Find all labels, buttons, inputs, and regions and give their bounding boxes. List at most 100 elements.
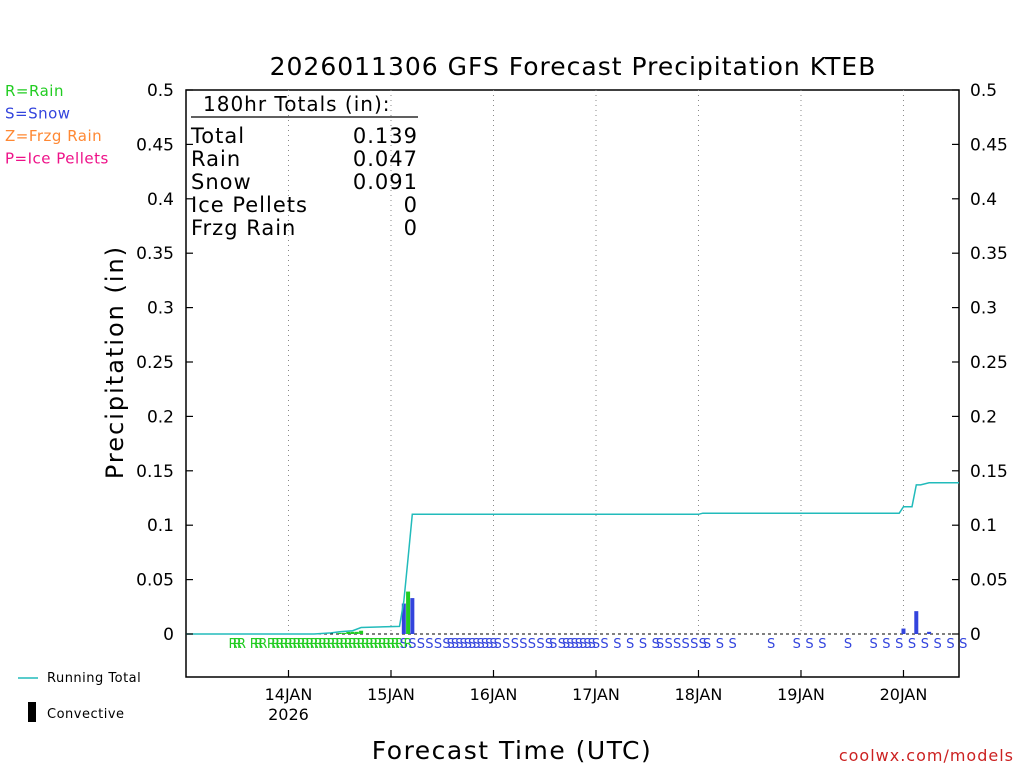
y-tick-label-right: 0.4 <box>970 190 997 210</box>
y-tick-label: 0.25 <box>136 353 174 373</box>
ptype-marker: R <box>352 637 361 652</box>
ptype-marker: S <box>946 637 954 652</box>
ptype-marker: R <box>233 637 242 652</box>
y-tick-label: 0.05 <box>136 571 174 591</box>
ptype-marker: S <box>562 637 570 652</box>
ptype-marker: S <box>639 637 647 652</box>
precip-bar <box>401 603 406 634</box>
ptype-marker: R <box>395 637 404 652</box>
ptype-marker: R <box>301 637 310 652</box>
ptype-marker: R <box>280 637 289 652</box>
ptype-marker: S <box>818 637 826 652</box>
ptype-marker: S <box>805 637 813 652</box>
ptype-marker: S <box>895 637 903 652</box>
ptype-marker: S <box>477 637 485 652</box>
ptype-marker: S <box>588 637 596 652</box>
ptype-marker: R <box>386 637 395 652</box>
ptype-marker: R <box>288 637 297 652</box>
precip-type-legend-entry: R=Rain <box>5 82 64 100</box>
y-tick-label-right: 0.5 <box>970 81 997 101</box>
convective-legend-swatch <box>28 702 36 722</box>
precip-bar <box>354 631 359 634</box>
precip-type-legend: R=Rain S=Snow Z=Frzg Rain P=Ice Pellets <box>5 82 109 168</box>
ptype-marker: S <box>545 637 553 652</box>
ptype-marker: S <box>447 637 455 652</box>
ptype-marker: R <box>267 637 276 652</box>
ptype-marker: S <box>934 637 942 652</box>
ptype-marker: S <box>844 637 852 652</box>
ptype-marker: S <box>673 637 681 652</box>
totals-row-label: Rain <box>191 147 241 171</box>
ptype-marker: S <box>716 637 724 652</box>
y-axis-left: 0 0.05 0.1 0.15 0.2 0.25 0.3 0.35 0.4 0.45 0.5 <box>136 81 193 645</box>
y-tick-label: 0.4 <box>147 190 174 210</box>
ptype-marker: R <box>391 637 400 652</box>
ptype-marker: S <box>472 637 480 652</box>
y-axis-label: Precipitation (in) <box>101 245 129 479</box>
x-tick-label: 15JAN <box>367 685 415 704</box>
precip-bar <box>337 632 342 634</box>
x-tick-label: 17JAN <box>572 685 620 704</box>
ptype-marker: S <box>690 637 698 652</box>
ptype-marker: S <box>485 637 493 652</box>
ptype-marker: S <box>519 637 527 652</box>
ptype-marker: S <box>921 637 929 652</box>
y-tick-label-right: 0.2 <box>970 407 997 427</box>
ptype-marker: R <box>305 637 314 652</box>
ptype-marker: S <box>592 637 600 652</box>
ptype-marker: S <box>626 637 634 652</box>
precip-bar <box>359 630 364 634</box>
ptype-marker: R <box>284 637 293 652</box>
ptype-marker: S <box>425 637 433 652</box>
y-tick-label: 0.15 <box>136 462 174 482</box>
ptype-marker: R <box>327 637 336 652</box>
y-tick-label: 0 <box>163 625 174 645</box>
ptype-marker: S <box>494 637 502 652</box>
ptype-marker: R <box>275 637 284 652</box>
ptype-marker: R <box>293 637 302 652</box>
x-tick-label: 14JAN <box>265 685 313 704</box>
x-tick-label: 19JAN <box>777 685 825 704</box>
y-tick-label-right: 0.05 <box>970 571 1008 591</box>
totals-row-label: Snow <box>191 170 252 194</box>
totals-row-label: Frzg Rain <box>191 216 296 240</box>
x-axis-label: Forecast Time (UTC) <box>372 736 652 765</box>
totals-row-label: Ice Pellets <box>191 193 308 217</box>
running-total-line <box>186 482 959 635</box>
totals-row-value: 0 <box>404 216 418 240</box>
ptype-marker: R <box>254 637 263 652</box>
ptype-marker: S <box>664 637 672 652</box>
y-tick-label: 0.45 <box>136 135 174 155</box>
ptype-marker: S <box>682 637 690 652</box>
ptype-marker: S <box>656 637 664 652</box>
ptype-marker: R <box>310 637 319 652</box>
ptype-marker: S <box>549 637 557 652</box>
y-tick-label-right: 0 <box>970 625 981 645</box>
precip-type-legend-entry: Z=Frzg Rain <box>5 127 102 145</box>
precip-type-legend-entry: S=Snow <box>5 105 71 123</box>
credit-text: coolwx.com/models <box>839 746 1014 765</box>
ptype-marker: R <box>382 637 391 652</box>
ptype-marker: R <box>374 637 383 652</box>
ptype-marker: S <box>699 637 707 652</box>
ptype-marker: S <box>575 637 583 652</box>
ptype-marker: S <box>502 637 510 652</box>
ptype-marker: R <box>322 637 331 652</box>
ptype-marker: S <box>579 637 587 652</box>
precip-bar <box>406 591 411 634</box>
ptype-marker: S <box>882 637 890 652</box>
running-total-series <box>186 482 959 635</box>
ptype-marker: R <box>331 637 340 652</box>
ptype-marker: S <box>652 637 660 652</box>
ptype-marker: R <box>344 637 353 652</box>
precip-bar <box>410 598 415 634</box>
ptype-marker: S <box>511 637 519 652</box>
y-tick-label-right: 0.25 <box>970 353 1008 373</box>
ptype-marker: R <box>237 637 246 652</box>
precip-type-legend-entry: P=Ice Pellets <box>5 150 109 168</box>
ptype-marker: S <box>417 637 425 652</box>
totals-box: 180hr Totals (in): Total 0.139 Rain 0.047 Sn… <box>190 92 418 240</box>
y-tick-label: 0.2 <box>147 407 174 427</box>
